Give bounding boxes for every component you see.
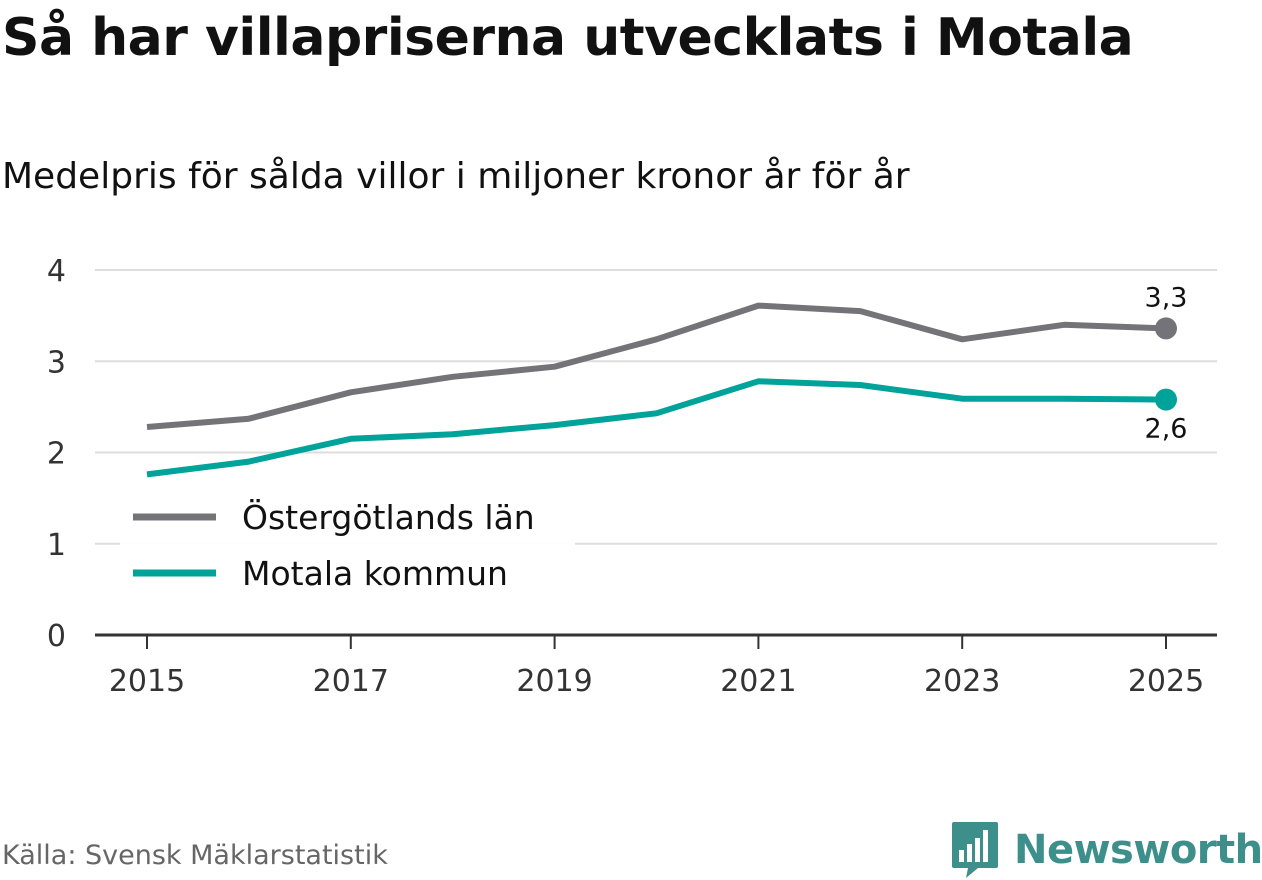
line-chart: 0 1 2 3 4 2015 2017 2019 2021 2023 2025 Östergötla…: [47, 254, 1217, 699]
newsworthy-logo-icon: [952, 822, 998, 878]
chart-subtitle: Medelpris för sålda villor i miljoner kr…: [2, 156, 910, 197]
data-labels: 3,3 2,6: [1145, 282, 1188, 444]
series-end-label: 2,6: [1145, 414, 1188, 445]
source-note: Källa: Svensk Mäklarstatistik: [2, 840, 388, 871]
series-line-ostergotland: [146, 302, 1167, 430]
legend-background: [120, 478, 575, 608]
x-tick-label: 2025: [1128, 664, 1204, 699]
legend-label: Östergötlands län: [242, 497, 535, 537]
x-tick-label: 2019: [516, 664, 592, 699]
x-tick-label: 2021: [720, 664, 796, 699]
series-line-motala: [146, 378, 1167, 478]
brand-name: Newsworthy: [1014, 827, 1262, 873]
chart-title: Så har villapriserna utvecklats i Motala: [2, 8, 1134, 68]
x-tick-label: 2015: [109, 664, 185, 699]
x-tick-label: 2017: [313, 664, 389, 699]
y-tick-label: 4: [47, 254, 66, 289]
legend: Östergötlands län Motala kommun: [120, 478, 575, 608]
axes: 0 1 2 3 4 2015 2017 2019 2021 2023 2025: [47, 254, 1217, 699]
series-lines: [146, 302, 1177, 478]
y-tick-label: 1: [47, 528, 66, 563]
x-tick-label: 2023: [924, 664, 1000, 699]
y-tick-label: 2: [47, 437, 66, 472]
brand-logo: Newsworthy: [950, 820, 1262, 880]
series-end-label: 3,3: [1145, 282, 1188, 313]
y-tick-label: 0: [47, 619, 66, 654]
series-end-marker: [1155, 388, 1177, 411]
legend-label: Motala kommun: [242, 554, 508, 593]
series-end-marker: [1155, 317, 1177, 340]
y-tick-label: 3: [47, 345, 66, 380]
